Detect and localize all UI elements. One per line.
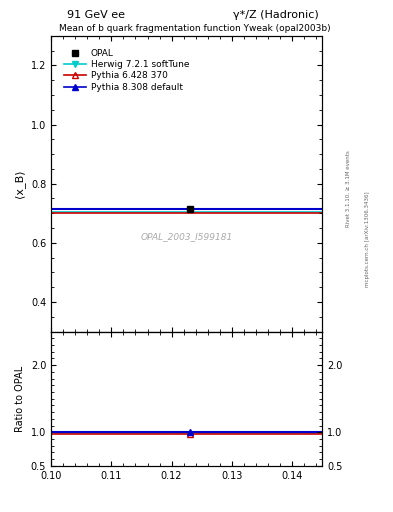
Text: OPAL_2003_I599181: OPAL_2003_I599181: [141, 232, 233, 241]
Y-axis label: Ratio to OPAL: Ratio to OPAL: [15, 366, 25, 432]
Text: mcplots.cern.ch [arXiv:1306.3436]: mcplots.cern.ch [arXiv:1306.3436]: [365, 191, 371, 287]
Text: 91 GeV ee: 91 GeV ee: [67, 10, 125, 20]
Text: Mean of b quark fragmentation function Υweak (opal2003b): Mean of b quark fragmentation function Υ…: [59, 24, 331, 33]
Legend: OPAL, Herwig 7.2.1 softTune, Pythia 6.428 370, Pythia 8.308 default: OPAL, Herwig 7.2.1 softTune, Pythia 6.42…: [61, 46, 192, 94]
Text: γ*/Z (Hadronic): γ*/Z (Hadronic): [233, 10, 318, 20]
Y-axis label: ⟨x_B⟩: ⟨x_B⟩: [15, 169, 25, 198]
Text: Rivet 3.1.10, ≥ 3.1M events: Rivet 3.1.10, ≥ 3.1M events: [346, 150, 351, 226]
